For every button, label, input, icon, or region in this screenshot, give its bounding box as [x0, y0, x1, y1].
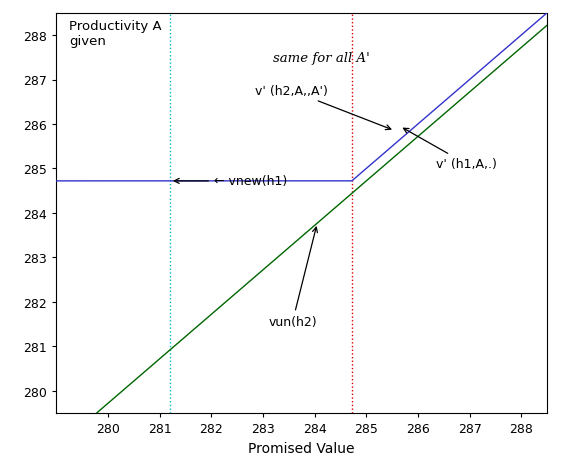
Text: ← vnew(h1): ← vnew(h1)	[174, 175, 287, 188]
Text: v' (h1,A,.): v' (h1,A,.)	[403, 129, 497, 171]
Text: same for all A': same for all A'	[274, 51, 370, 64]
Text: vun(h2): vun(h2)	[268, 228, 318, 329]
Text: v' (h2,A,,A'): v' (h2,A,,A')	[255, 85, 391, 130]
X-axis label: Promised Value: Promised Value	[249, 441, 355, 454]
Text: Productivity A
given: Productivity A given	[69, 20, 162, 48]
